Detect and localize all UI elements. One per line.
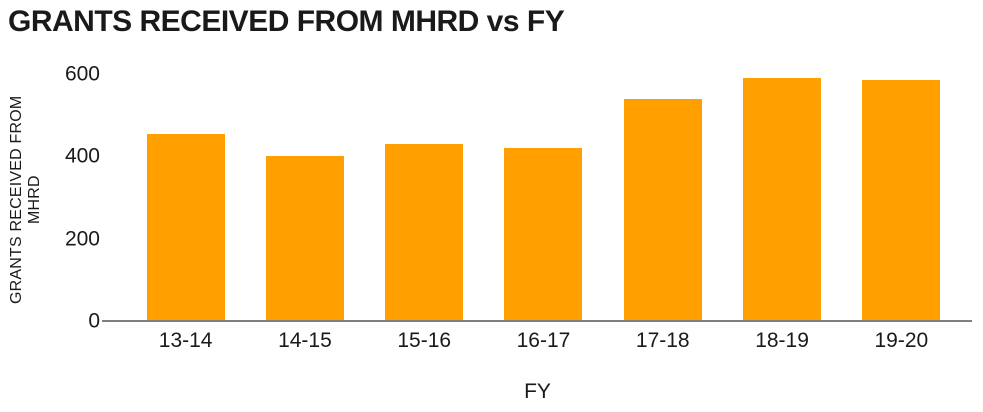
x-tick-label-17-18: 17-18 (635, 329, 690, 352)
x-tick-label-16-17: 16-17 (516, 329, 571, 352)
bar-17-18[interactable] (623, 98, 702, 321)
chart-title: GRANTS RECEIVED FROM MHRD vs FY (8, 5, 565, 38)
bar-19-20[interactable] (862, 80, 941, 321)
bar-slot-13-14 (126, 74, 245, 321)
x-axis-line (102, 320, 972, 322)
y-axis-tick-labels: 0 200 400 600 (0, 64, 100, 332)
bar-slot-15-16 (365, 74, 484, 321)
x-tick-label-15-16: 15-16 (397, 329, 452, 352)
y-tick-label-600: 600 (64, 62, 100, 86)
bar-slot-14-15 (245, 74, 364, 321)
bar-13-14[interactable] (146, 133, 225, 321)
x-tick-label-13-14: 13-14 (158, 329, 213, 352)
bar-18-19[interactable] (743, 78, 822, 321)
x-tick-label-14-15: 14-15 (278, 329, 332, 352)
x-tick-label-18-19: 18-19 (755, 329, 809, 352)
bar-slot-19-20 (842, 74, 961, 321)
bar-slot-18-19 (722, 74, 841, 321)
bar-14-15[interactable] (265, 156, 344, 321)
bar-slot-16-17 (484, 74, 603, 321)
y-tick-label-200: 200 (64, 227, 100, 251)
y-tick-label-400: 400 (64, 144, 100, 168)
x-axis-tick-labels: 13-14 14-15 15-16 16-17 17-18 18-19 19-20 (126, 329, 961, 353)
bar-15-16[interactable] (385, 143, 464, 321)
bar-16-17[interactable] (504, 148, 583, 321)
x-tick-label-19-20: 19-20 (874, 329, 929, 352)
bar-slot-17-18 (603, 74, 722, 321)
x-axis-title: FY (524, 380, 551, 403)
y-tick-label-0: 0 (88, 309, 100, 333)
bars-layer (126, 74, 961, 321)
